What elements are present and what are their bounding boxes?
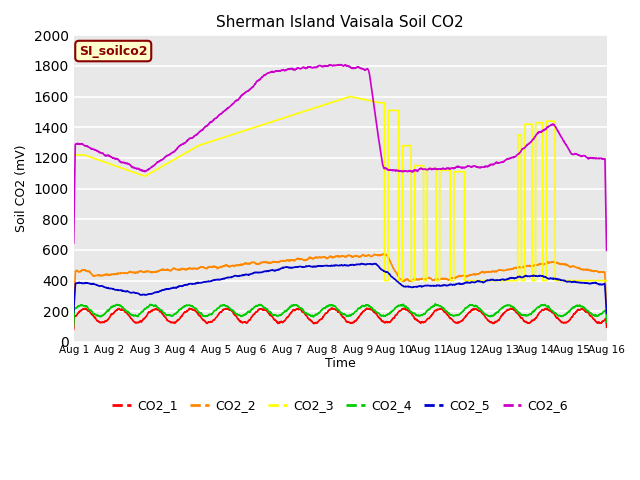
CO2_1 [297,307,305,312]
CO2_6 [337,62,344,68]
CO2_6 [274,68,282,74]
CO2_5 [358,261,365,266]
CO2_3 [381,278,388,284]
CO2_2 [593,268,600,274]
CO2_2 [380,251,388,257]
CO2_4 [131,312,138,318]
CO2_4 [274,313,282,319]
CO2_1 [593,319,600,324]
CO2_3 [274,117,282,123]
CO2_5 [603,311,611,316]
CO2_1 [535,311,543,316]
CO2_6 [593,156,600,161]
CO2_3 [70,152,77,158]
CO2_2 [603,304,611,310]
CO2_1 [274,321,282,326]
CO2_5 [274,266,282,272]
CO2_4 [535,305,543,311]
CO2_6 [535,129,543,135]
CO2_5 [535,273,543,279]
Line: CO2_1: CO2_1 [74,308,607,329]
CO2_3 [535,120,543,126]
CO2_3 [593,278,600,284]
CO2_4 [70,323,77,329]
CO2_2 [162,267,170,273]
CO2_4 [297,305,305,311]
Text: SI_soilco2: SI_soilco2 [79,45,147,58]
CO2_1 [70,326,77,332]
Line: CO2_6: CO2_6 [74,65,607,250]
CO2_6 [162,153,170,159]
CO2_3 [603,278,611,284]
CO2_4 [603,319,611,325]
Legend: CO2_1, CO2_2, CO2_3, CO2_4, CO2_5, CO2_6: CO2_1, CO2_2, CO2_3, CO2_4, CO2_5, CO2_6 [107,394,573,417]
CO2_3 [297,109,305,115]
CO2_4 [593,313,600,319]
Line: CO2_2: CO2_2 [74,254,607,307]
CO2_6 [131,165,138,171]
Y-axis label: Soil CO2 (mV): Soil CO2 (mV) [15,145,28,232]
Line: CO2_4: CO2_4 [74,304,607,326]
CO2_6 [297,66,305,72]
CO2_1 [162,315,170,321]
CO2_1 [131,319,138,325]
CO2_6 [603,247,611,253]
CO2_4 [431,301,439,307]
CO2_2 [70,304,77,310]
CO2_5 [593,280,600,286]
CO2_5 [131,290,138,296]
CO2_5 [297,264,305,269]
CO2_3 [131,170,138,176]
CO2_4 [162,312,170,318]
CO2_2 [297,256,305,262]
CO2_1 [603,324,611,330]
CO2_2 [535,262,543,267]
CO2_1 [328,305,335,311]
CO2_5 [162,287,170,292]
Line: CO2_5: CO2_5 [74,264,607,313]
CO2_3 [162,161,170,167]
CO2_2 [131,270,138,276]
Title: Sherman Island Vaisala Soil CO2: Sherman Island Vaisala Soil CO2 [216,15,464,30]
Line: CO2_3: CO2_3 [74,96,607,281]
CO2_2 [274,260,282,265]
CO2_5 [70,310,77,315]
CO2_6 [70,240,77,246]
X-axis label: Time: Time [324,358,355,371]
CO2_3 [347,94,355,99]
